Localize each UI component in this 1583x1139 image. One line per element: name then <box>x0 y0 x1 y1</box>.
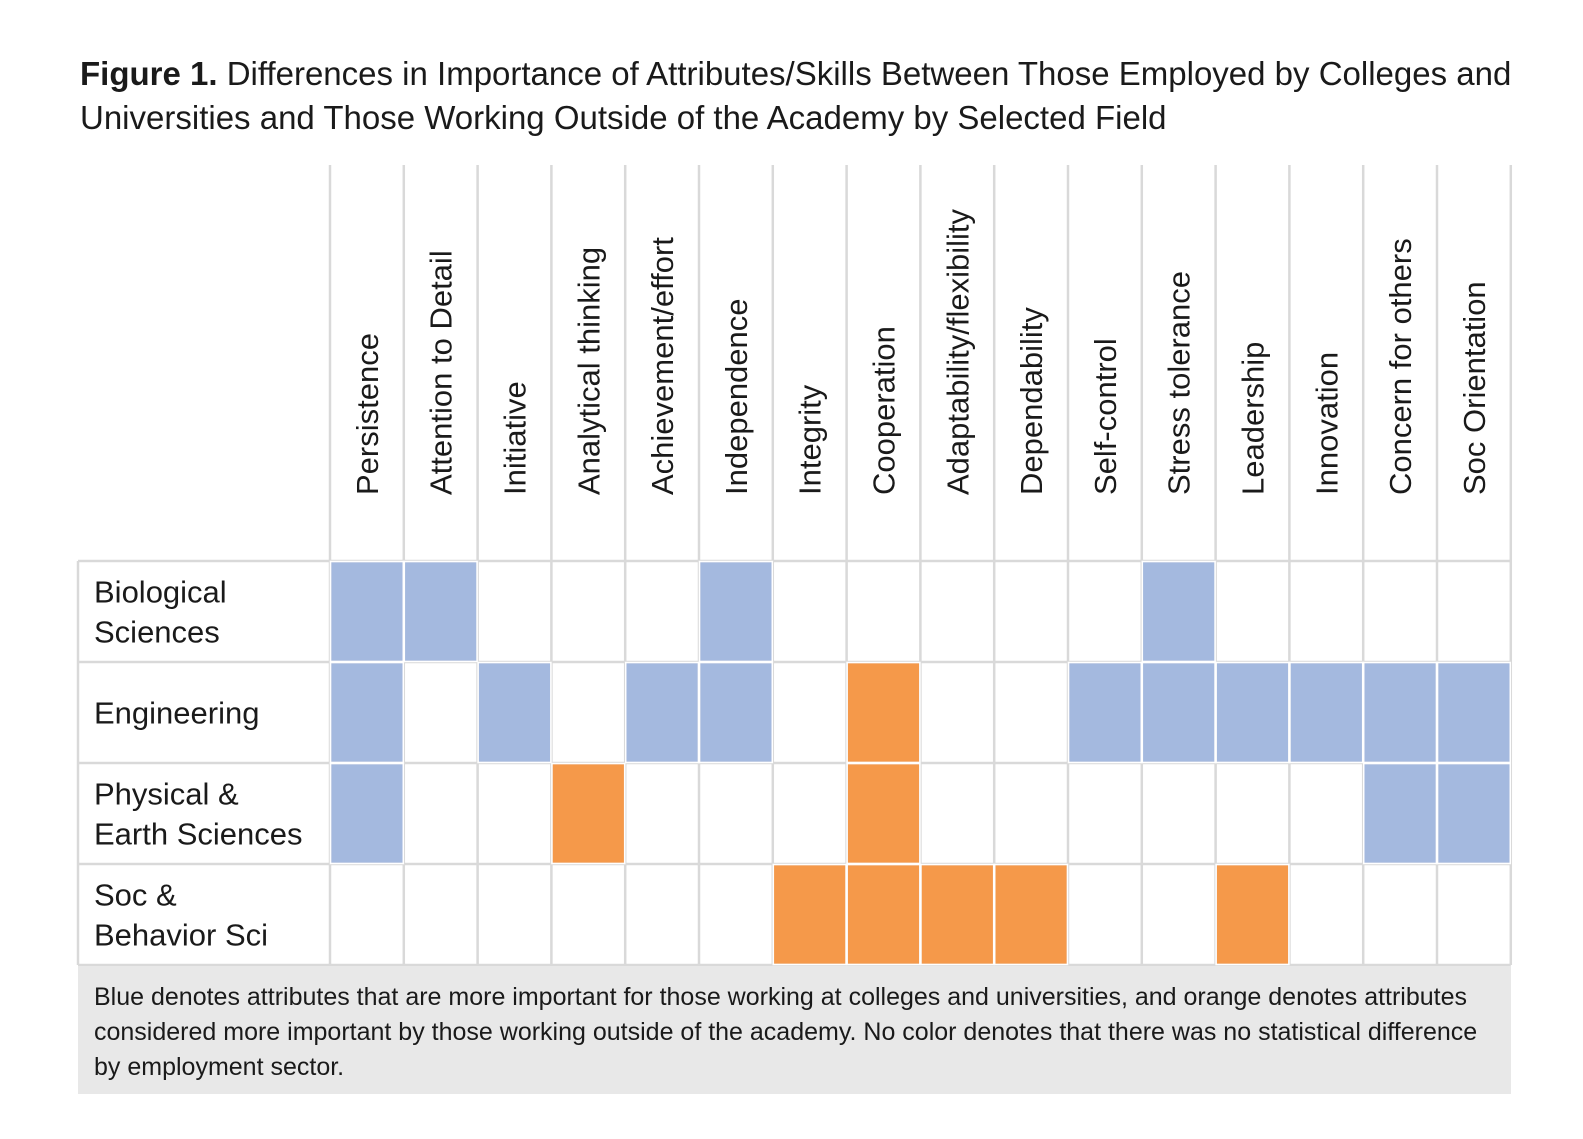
column-label: Soc Orientation <box>1457 281 1492 495</box>
heatmap-cell <box>1068 561 1142 662</box>
column-label: Analytical thinking <box>571 247 606 495</box>
column-label: Initiative <box>498 381 533 495</box>
heatmap-cell <box>920 561 995 662</box>
heatmap-cell <box>699 763 773 864</box>
heatmap-cell <box>403 561 478 662</box>
column-label: Leadership <box>1236 342 1271 495</box>
heatmap-cell <box>1289 763 1364 864</box>
heatmap-cell <box>1141 763 1216 864</box>
row-label: Engineering <box>94 696 259 731</box>
heatmap-cell <box>477 561 552 662</box>
heatmap-cell <box>920 763 995 864</box>
column-label: Self-control <box>1088 338 1123 495</box>
heatmap-cell <box>1363 561 1437 662</box>
column-label: Persistence <box>350 333 385 495</box>
heatmap-cell <box>1141 561 1216 662</box>
heatmap-cell <box>330 662 404 763</box>
heatmap-cell <box>846 763 921 864</box>
column-label: Independence <box>719 298 754 495</box>
column-label: Dependability <box>1014 307 1049 495</box>
heatmap-cell <box>920 662 995 763</box>
heatmap-cell <box>477 662 552 763</box>
heatmap-cell <box>846 864 921 965</box>
heatmap-cell <box>1437 561 1511 662</box>
heatmap-cell <box>699 561 773 662</box>
heatmap-cell <box>1289 561 1364 662</box>
figure-label: Figure 1. <box>80 55 218 92</box>
heatmap-cell <box>994 561 1068 662</box>
column-label: Stress tolerance <box>1162 271 1197 495</box>
heatmap-cell <box>920 864 995 965</box>
heatmap-cell <box>699 864 773 965</box>
heatmap-cell <box>772 763 847 864</box>
column-label: Integrity <box>793 384 828 495</box>
heatmap-cell <box>477 763 552 864</box>
row-label: Earth Sciences <box>94 817 303 852</box>
heatmap-cell <box>551 763 626 864</box>
heatmap-cell <box>1215 561 1290 662</box>
heatmap-cell <box>1215 864 1290 965</box>
column-label: Achievement/effort <box>645 237 680 495</box>
heatmap-cell <box>551 662 626 763</box>
row-label: Physical & <box>94 777 239 812</box>
heatmap-cell <box>1363 763 1437 864</box>
heatmap-cell <box>846 561 921 662</box>
heatmap-cell <box>1215 763 1290 864</box>
heatmap-cell <box>551 864 626 965</box>
heatmap-cell <box>772 561 847 662</box>
heatmap-cell <box>1289 864 1364 965</box>
heatmap-cell <box>551 561 626 662</box>
heatmap-cell <box>1141 662 1216 763</box>
cell-separators <box>329 560 1512 966</box>
heatmap-cell <box>994 763 1068 864</box>
heatmap-cell <box>330 763 404 864</box>
heatmap-cell <box>994 864 1068 965</box>
heatmap-cell <box>403 864 478 965</box>
heatmap-cell <box>330 864 404 965</box>
legend-note: Blue denotes attributes that are more im… <box>78 966 1511 1094</box>
heatmap-cell <box>1437 763 1511 864</box>
column-label: Adaptability/flexibility <box>940 208 975 495</box>
figure-title: Figure 1. Differences in Importance of A… <box>80 52 1540 140</box>
row-label: Soc & <box>94 878 177 913</box>
heatmap-cell <box>477 864 552 965</box>
heatmap-cell <box>1215 662 1290 763</box>
heatmap-cell <box>1437 864 1511 965</box>
heatmap-cell <box>994 662 1068 763</box>
heatmap-cell <box>625 662 699 763</box>
heatmap-cell <box>846 662 921 763</box>
heatmap-cell <box>625 763 699 864</box>
heatmap-cell <box>330 561 404 662</box>
heatmap-cell <box>699 662 773 763</box>
column-label: Innovation <box>1309 352 1344 495</box>
heatmap-cell <box>625 864 699 965</box>
column-label: Attention to Detail <box>424 250 459 495</box>
figure-title-text: Differences in Importance of Attributes/… <box>80 55 1512 136</box>
heatmap-cell <box>1068 662 1142 763</box>
heatmap-cell <box>1363 864 1437 965</box>
heatmap-cell <box>772 662 847 763</box>
heatmap-cell <box>625 561 699 662</box>
heatmap-cell <box>403 662 478 763</box>
heatmap-cell <box>403 763 478 864</box>
heatmap-cell <box>1363 662 1437 763</box>
row-label: Behavior Sci <box>94 918 268 953</box>
heatmap-cell <box>1068 864 1142 965</box>
heatmap-cell <box>1437 662 1511 763</box>
heatmap-cell <box>1141 864 1216 965</box>
column-label: Concern for others <box>1383 238 1418 495</box>
row-label: Biological <box>94 575 227 610</box>
column-label: Cooperation <box>867 326 902 495</box>
row-label: Sciences <box>94 615 220 650</box>
heatmap-cell <box>1068 763 1142 864</box>
heatmap-cell <box>772 864 847 965</box>
heatmap-cell <box>1289 662 1364 763</box>
